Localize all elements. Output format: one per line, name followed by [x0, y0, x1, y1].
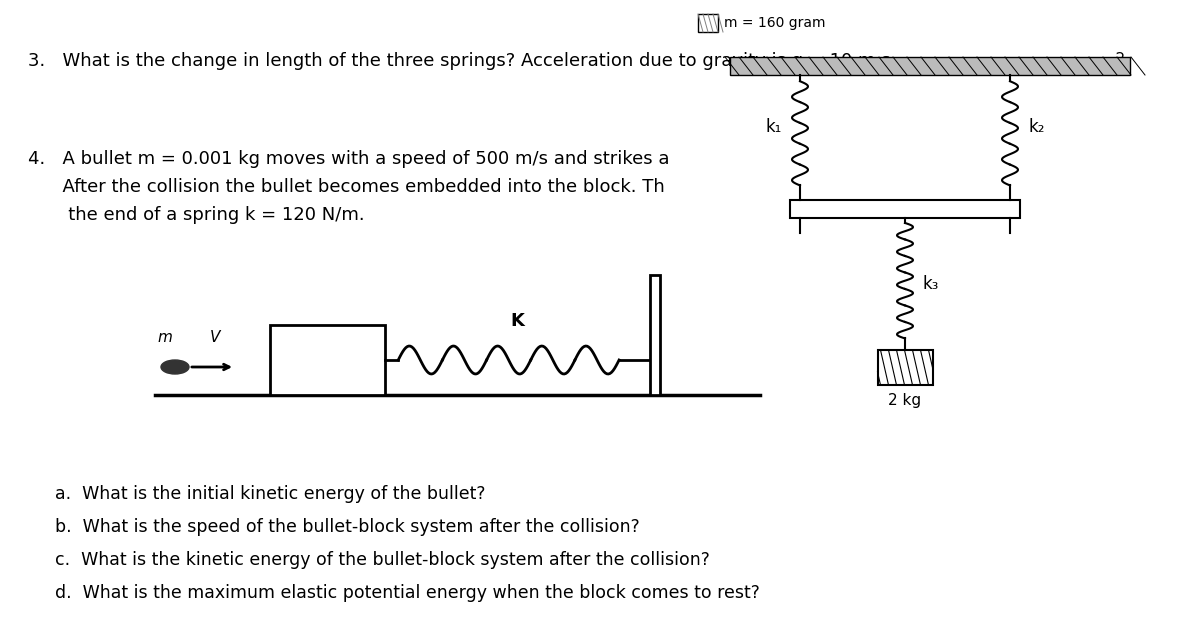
Text: 4.   A bullet m = 0.001 kg moves with a speed of 500 m/s and strikes a: 4. A bullet m = 0.001 kg moves with a sp… [28, 150, 670, 168]
Text: the end of a spring k = 120 N/m.: the end of a spring k = 120 N/m. [28, 206, 365, 224]
Text: k₂: k₂ [1028, 118, 1044, 136]
Bar [270, 325, 385, 395]
Text: k₃: k₃ [923, 275, 940, 293]
Text: 2 kg: 2 kg [888, 393, 922, 408]
Text: M: M [318, 351, 336, 369]
Bar [698, 14, 718, 32]
Bar [730, 57, 1130, 75]
Text: m: m [157, 330, 173, 345]
Text: m = 160 gram: m = 160 gram [724, 16, 826, 30]
Text: k₁: k₁ [766, 118, 782, 136]
Text: c.  What is the kinetic energy of the bullet-block system after the collision?: c. What is the kinetic energy of the bul… [55, 551, 710, 569]
Ellipse shape [161, 360, 190, 374]
Bar [877, 350, 932, 385]
Text: K: K [510, 312, 524, 330]
Bar [790, 200, 1020, 218]
Bar [650, 275, 660, 395]
Text: 3.   What is the change in length of the three springs? Acceleration due to grav: 3. What is the change in length of the t… [28, 52, 890, 70]
Text: d.  What is the maximum elastic potential energy when the block comes to rest?: d. What is the maximum elastic potential… [55, 584, 760, 602]
Text: V: V [210, 330, 220, 345]
Text: -2.: -2. [1110, 52, 1130, 67]
Text: b.  What is the speed of the bullet-block system after the collision?: b. What is the speed of the bullet-block… [55, 518, 640, 536]
Text: a.  What is the initial kinetic energy of the bullet?: a. What is the initial kinetic energy of… [55, 485, 486, 503]
Text: After the collision the bullet becomes embedded into the block. Th: After the collision the bullet becomes e… [28, 178, 665, 196]
